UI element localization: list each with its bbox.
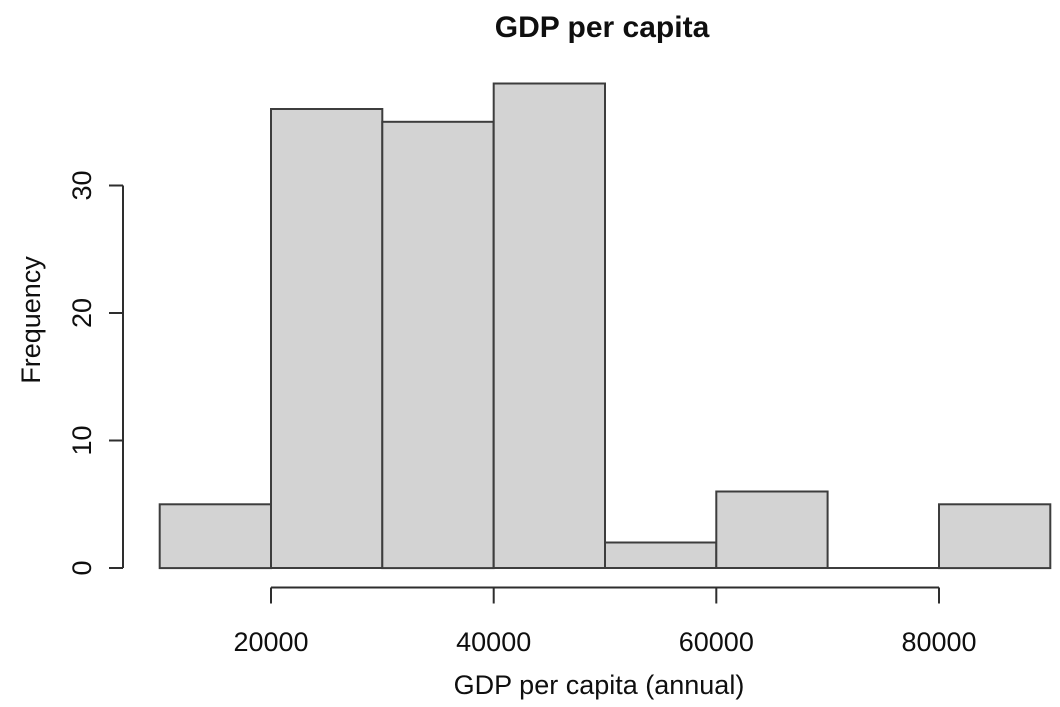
y-tick-label: 30: [67, 170, 97, 200]
histogram-bar: [715, 490, 829, 569]
y-tick-label: 20: [67, 298, 97, 328]
histogram-bar: [604, 541, 718, 569]
histogram-bar: [381, 120, 495, 570]
y-axis-label: Frequency: [16, 256, 46, 384]
x-axis-label: GDP per capita (annual): [454, 670, 745, 700]
x-tick-label: 40000: [456, 627, 531, 657]
bars-group: [158, 82, 1052, 570]
chart-title: GDP per capita: [495, 11, 710, 44]
y-tick-label: 10: [67, 425, 97, 455]
histogram-bar: [158, 503, 272, 570]
x-axis: 20000 40000 60000 80000: [233, 586, 977, 657]
x-tick-label: 20000: [233, 627, 308, 657]
histogram-bar: [270, 108, 384, 569]
histogram-bar: [938, 503, 1052, 570]
x-tick-label: 60000: [679, 627, 754, 657]
y-axis: 0 10 20 30: [67, 170, 124, 576]
histogram-bar: [492, 82, 607, 569]
x-tick-label: 80000: [901, 627, 976, 657]
y-tick-label: 0: [67, 560, 97, 575]
